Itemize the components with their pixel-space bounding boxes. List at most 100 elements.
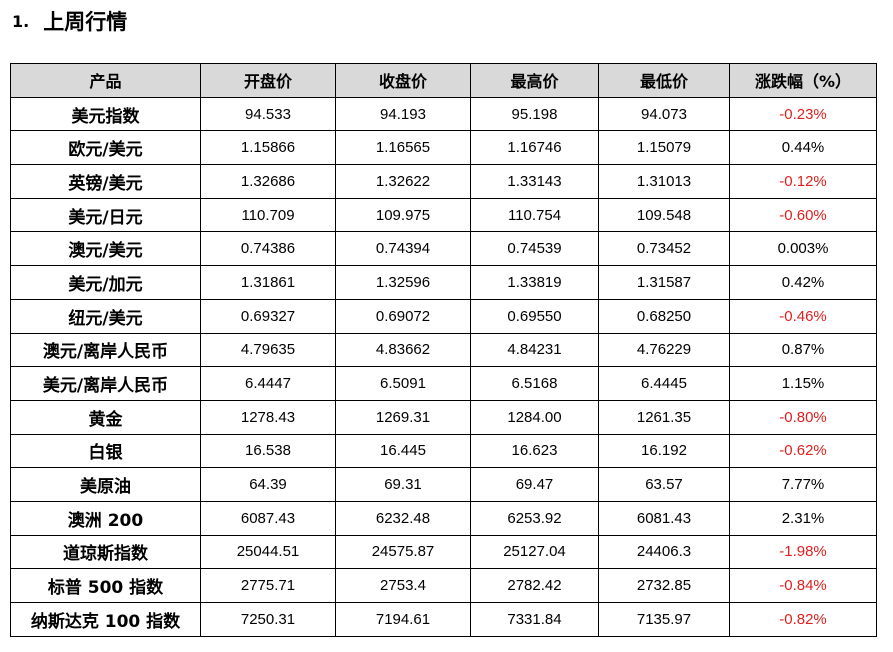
change-cell: 0.87% (729, 332, 877, 368)
open-cell: 1.32686 (200, 164, 336, 199)
table-row: 澳元/离岸人民币 4.79635 4.83662 4.84231 4.76229 0.87… (10, 332, 877, 368)
high-cell: 0.74539 (470, 231, 599, 267)
table-row: 澳元/美元 0.74386 0.74394 0.74539 0.73452 0.003% (10, 231, 877, 267)
product-cell: 美元/离岸人民币 (10, 366, 201, 401)
change-cell: 0.42% (729, 265, 877, 300)
header-product: 产品 (10, 63, 201, 98)
header-open: 开盘价 (200, 63, 336, 98)
product-cell: 美原油 (10, 467, 201, 502)
close-cell: 1269.31 (335, 399, 471, 435)
low-cell: 1.15079 (598, 130, 730, 166)
change-cell: 0.44% (729, 130, 877, 166)
open-cell: 2775.71 (200, 568, 336, 603)
close-cell: 1.16565 (335, 130, 471, 166)
change-cell: -0.46% (729, 298, 877, 334)
change-cell: -0.80% (729, 399, 877, 435)
close-cell: 0.74394 (335, 231, 471, 267)
low-cell: 1261.35 (598, 399, 730, 435)
open-cell: 7250.31 (200, 602, 336, 637)
product-cell: 标普 500 指数 (10, 568, 201, 603)
high-cell: 69.47 (470, 467, 599, 502)
table-body: 美元指数 94.533 94.193 95.198 94.073 -0.23% 欧元/美元 1… (10, 96, 877, 637)
open-cell: 6.4447 (200, 366, 336, 401)
open-cell: 0.74386 (200, 231, 336, 267)
close-cell: 1.32622 (335, 164, 471, 199)
change-cell: 7.77% (729, 467, 877, 502)
low-cell: 109.548 (598, 197, 730, 233)
low-cell: 4.76229 (598, 332, 730, 368)
change-cell: 2.31% (729, 500, 877, 536)
open-cell: 1278.43 (200, 399, 336, 435)
change-cell: -0.62% (729, 433, 877, 469)
low-cell: 0.73452 (598, 231, 730, 267)
low-cell: 6.4445 (598, 366, 730, 401)
high-cell: 6253.92 (470, 500, 599, 536)
table-row: 标普 500 指数 2775.71 2753.4 2782.42 2732.85 -0.8… (10, 568, 877, 603)
table-row: 美元/离岸人民币 6.4447 6.5091 6.5168 6.4445 1.15% (10, 366, 877, 401)
change-cell: -0.82% (729, 602, 877, 637)
close-cell: 94.193 (335, 96, 471, 132)
open-cell: 0.69327 (200, 298, 336, 334)
product-cell: 美元指数 (10, 96, 201, 132)
table-row: 美元/加元 1.31861 1.32596 1.33819 1.31587 0.42% (10, 265, 877, 300)
change-cell: -0.84% (729, 568, 877, 603)
table-row: 纽元/美元 0.69327 0.69072 0.69550 0.68250 -0.46% (10, 298, 877, 334)
high-cell: 6.5168 (470, 366, 599, 401)
table-row: 澳洲 200 6087.43 6232.48 6253.92 6081.43 2.31% (10, 500, 877, 536)
close-cell: 6.5091 (335, 366, 471, 401)
low-cell: 6081.43 (598, 500, 730, 536)
table-row: 美元/日元 110.709 109.975 110.754 109.548 -0.60% (10, 197, 877, 233)
close-cell: 4.83662 (335, 332, 471, 368)
change-cell: -0.23% (729, 96, 877, 132)
change-cell: 0.003% (729, 231, 877, 267)
low-cell: 2732.85 (598, 568, 730, 603)
high-cell: 1284.00 (470, 399, 599, 435)
header-high: 最高价 (470, 63, 599, 98)
product-cell: 欧元/美元 (10, 130, 201, 166)
high-cell: 25127.04 (470, 534, 599, 570)
product-cell: 纽元/美元 (10, 298, 201, 334)
high-cell: 1.33143 (470, 164, 599, 199)
close-cell: 0.69072 (335, 298, 471, 334)
header-close: 收盘价 (335, 63, 471, 98)
open-cell: 64.39 (200, 467, 336, 502)
header-change: 涨跌幅（%） (729, 63, 877, 98)
product-cell: 美元/加元 (10, 265, 201, 300)
close-cell: 69.31 (335, 467, 471, 502)
product-cell: 澳元/美元 (10, 231, 201, 267)
table-row: 美原油 64.39 69.31 69.47 63.57 7.77% (10, 467, 877, 502)
close-cell: 2753.4 (335, 568, 471, 603)
low-cell: 24406.3 (598, 534, 730, 570)
low-cell: 63.57 (598, 467, 730, 502)
low-cell: 1.31587 (598, 265, 730, 300)
section-number: 1. (12, 11, 30, 31)
table-row: 欧元/美元 1.15866 1.16565 1.16746 1.15079 0.44% (10, 130, 877, 166)
header-low: 最低价 (598, 63, 730, 98)
change-cell: 1.15% (729, 366, 877, 401)
close-cell: 1.32596 (335, 265, 471, 300)
high-cell: 4.84231 (470, 332, 599, 368)
table-row: 白银 16.538 16.445 16.623 16.192 -0.62% (10, 433, 877, 469)
low-cell: 0.68250 (598, 298, 730, 334)
table-row: 黄金 1278.43 1269.31 1284.00 1261.35 -0.80% (10, 399, 877, 435)
high-cell: 0.69550 (470, 298, 599, 334)
open-cell: 25044.51 (200, 534, 336, 570)
low-cell: 1.31013 (598, 164, 730, 199)
close-cell: 16.445 (335, 433, 471, 469)
product-cell: 纳斯达克 100 指数 (10, 602, 201, 637)
open-cell: 6087.43 (200, 500, 336, 536)
open-cell: 1.15866 (200, 130, 336, 166)
product-cell: 黄金 (10, 399, 201, 435)
low-cell: 94.073 (598, 96, 730, 132)
change-cell: -0.60% (729, 197, 877, 233)
weekly-market-table: 产品 开盘价 收盘价 最高价 最低价 涨跌幅（%） 美元指数 94.533 94.1… (10, 63, 877, 637)
section-heading: 1. 上周行情 (12, 6, 127, 36)
high-cell: 110.754 (470, 197, 599, 233)
product-cell: 英镑/美元 (10, 164, 201, 199)
section-title: 上周行情 (43, 10, 128, 34)
high-cell: 2782.42 (470, 568, 599, 603)
high-cell: 16.623 (470, 433, 599, 469)
high-cell: 7331.84 (470, 602, 599, 637)
close-cell: 6232.48 (335, 500, 471, 536)
close-cell: 24575.87 (335, 534, 471, 570)
